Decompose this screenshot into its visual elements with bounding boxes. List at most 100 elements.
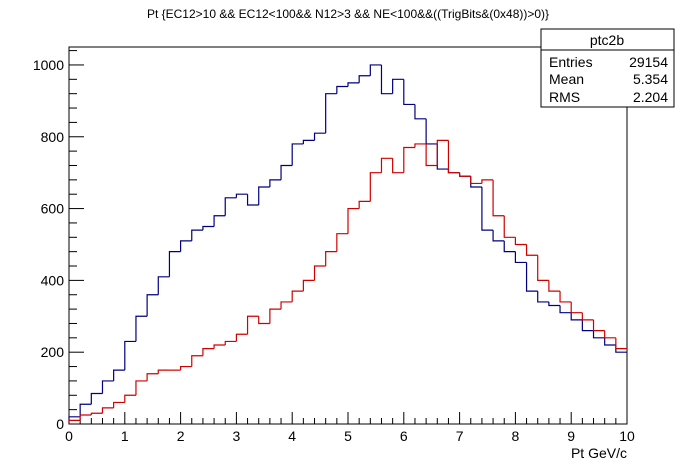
histogram-bin [581,319,594,332]
histogram-bin [90,412,103,416]
x-tick-label: 5 [344,428,352,444]
histogram-bin [280,301,293,310]
histogram-bin [503,240,516,253]
histogram-bin [113,401,125,408]
stats-box: ptc2b Entries 29154 Mean 5.354 RMS 2.204 [540,28,675,108]
histogram-bin [313,132,326,141]
histogram-series-1 [68,139,627,424]
x-tick-label: 1 [121,428,129,444]
y-tick-label: 200 [41,344,65,360]
histogram-bin [336,233,348,252]
histogram-bin [559,291,572,303]
histogram-bin [224,197,237,216]
histogram-bin [213,215,226,227]
histogram-bin [347,82,360,87]
histogram-bin [392,158,404,174]
histogram-bin [514,237,527,246]
histogram-bin [336,85,348,94]
x-tick-label: 6 [400,428,408,444]
histogram-bin [202,225,215,231]
histogram-bin [358,75,371,83]
histogram-bin [68,419,81,424]
histogram-bin [246,315,259,335]
histogram-bin [481,179,494,184]
histogram-bin [313,265,326,281]
x-tick-label: 9 [567,428,575,444]
histogram-bin [403,146,415,173]
x-tick-label: 3 [233,428,241,444]
histogram-bin [347,207,360,234]
histogram-bin [514,251,527,264]
stats-mean-label: Mean [549,71,584,87]
histogram-bin [191,355,203,367]
histogram-bin [425,143,438,167]
histogram-bin [358,200,371,209]
histogram-bin [369,172,382,202]
histogram-bin [369,64,382,76]
histogram-bin [269,308,282,324]
histogram-bin [492,179,505,217]
histogram-bin [180,240,192,252]
stats-box-title: ptc2b [590,32,624,48]
y-tick-label: 600 [41,201,65,217]
histogram-bin [146,373,159,381]
chart-title: Pt {EC12>10 && EC12<100&& N12>3 && NE<10… [147,7,549,21]
histogram-bin [213,344,226,349]
histogram-bin [135,315,148,342]
histogram-bin [470,176,482,185]
histogram-bin [79,403,92,417]
histogram-bin [425,118,438,145]
histogram-bin [124,340,136,371]
histogram-bin [246,194,259,206]
histogram-bin [414,143,427,148]
histogram-bin [436,139,449,166]
histogram-bin [291,290,304,302]
histogram-bin [202,348,215,356]
histogram-bin [604,337,616,346]
histogram-bin [90,392,103,405]
y-tick-label: 1000 [33,57,64,73]
histogram-bin [581,312,594,321]
y-tick-label: 800 [41,129,65,145]
histogram-bin [537,255,549,281]
x-tick-label: 8 [512,428,520,444]
histogram-bin [235,193,248,198]
histogram-bin [537,291,549,303]
histogram-bin [459,172,471,177]
stats-entries-value: 29154 [629,54,668,70]
axis-ticks [68,50,628,425]
histogram-bin [135,380,148,396]
histogram-bin [146,294,159,317]
histogram-bin [157,369,170,374]
histogram-bin [414,104,427,120]
histogram-bin [503,215,516,238]
histogram-bin [302,279,315,292]
histogram-bin [168,251,181,277]
histogram-bin [258,316,270,325]
histogram-bin [570,312,583,321]
histogram-bin [392,78,404,94]
histogram-bin [291,143,304,166]
y-tick-label: 400 [41,272,65,288]
histogram-bin [180,365,192,371]
histogram-bin [548,301,561,307]
histogram-bin [615,337,627,350]
x-axis-title: Pt GeV/c [571,445,627,461]
histogram-bin [79,414,92,421]
histogram-bin [191,229,203,241]
histogram-bin [101,380,114,394]
histogram-series-0 [68,64,627,424]
histogram-bin [224,340,237,346]
histogram-bin [325,251,337,267]
histogram-bin [604,330,616,339]
stats-rms-label: RMS [549,89,580,105]
x-tick-label: 2 [177,428,185,444]
x-tick-label: 0 [65,428,73,444]
histogram-bin [403,79,415,106]
histogram-bin [258,186,270,205]
histogram-bin [101,407,114,414]
histogram-bin [269,179,282,188]
histogram-bin [436,143,449,170]
histogram-bin [481,187,494,231]
